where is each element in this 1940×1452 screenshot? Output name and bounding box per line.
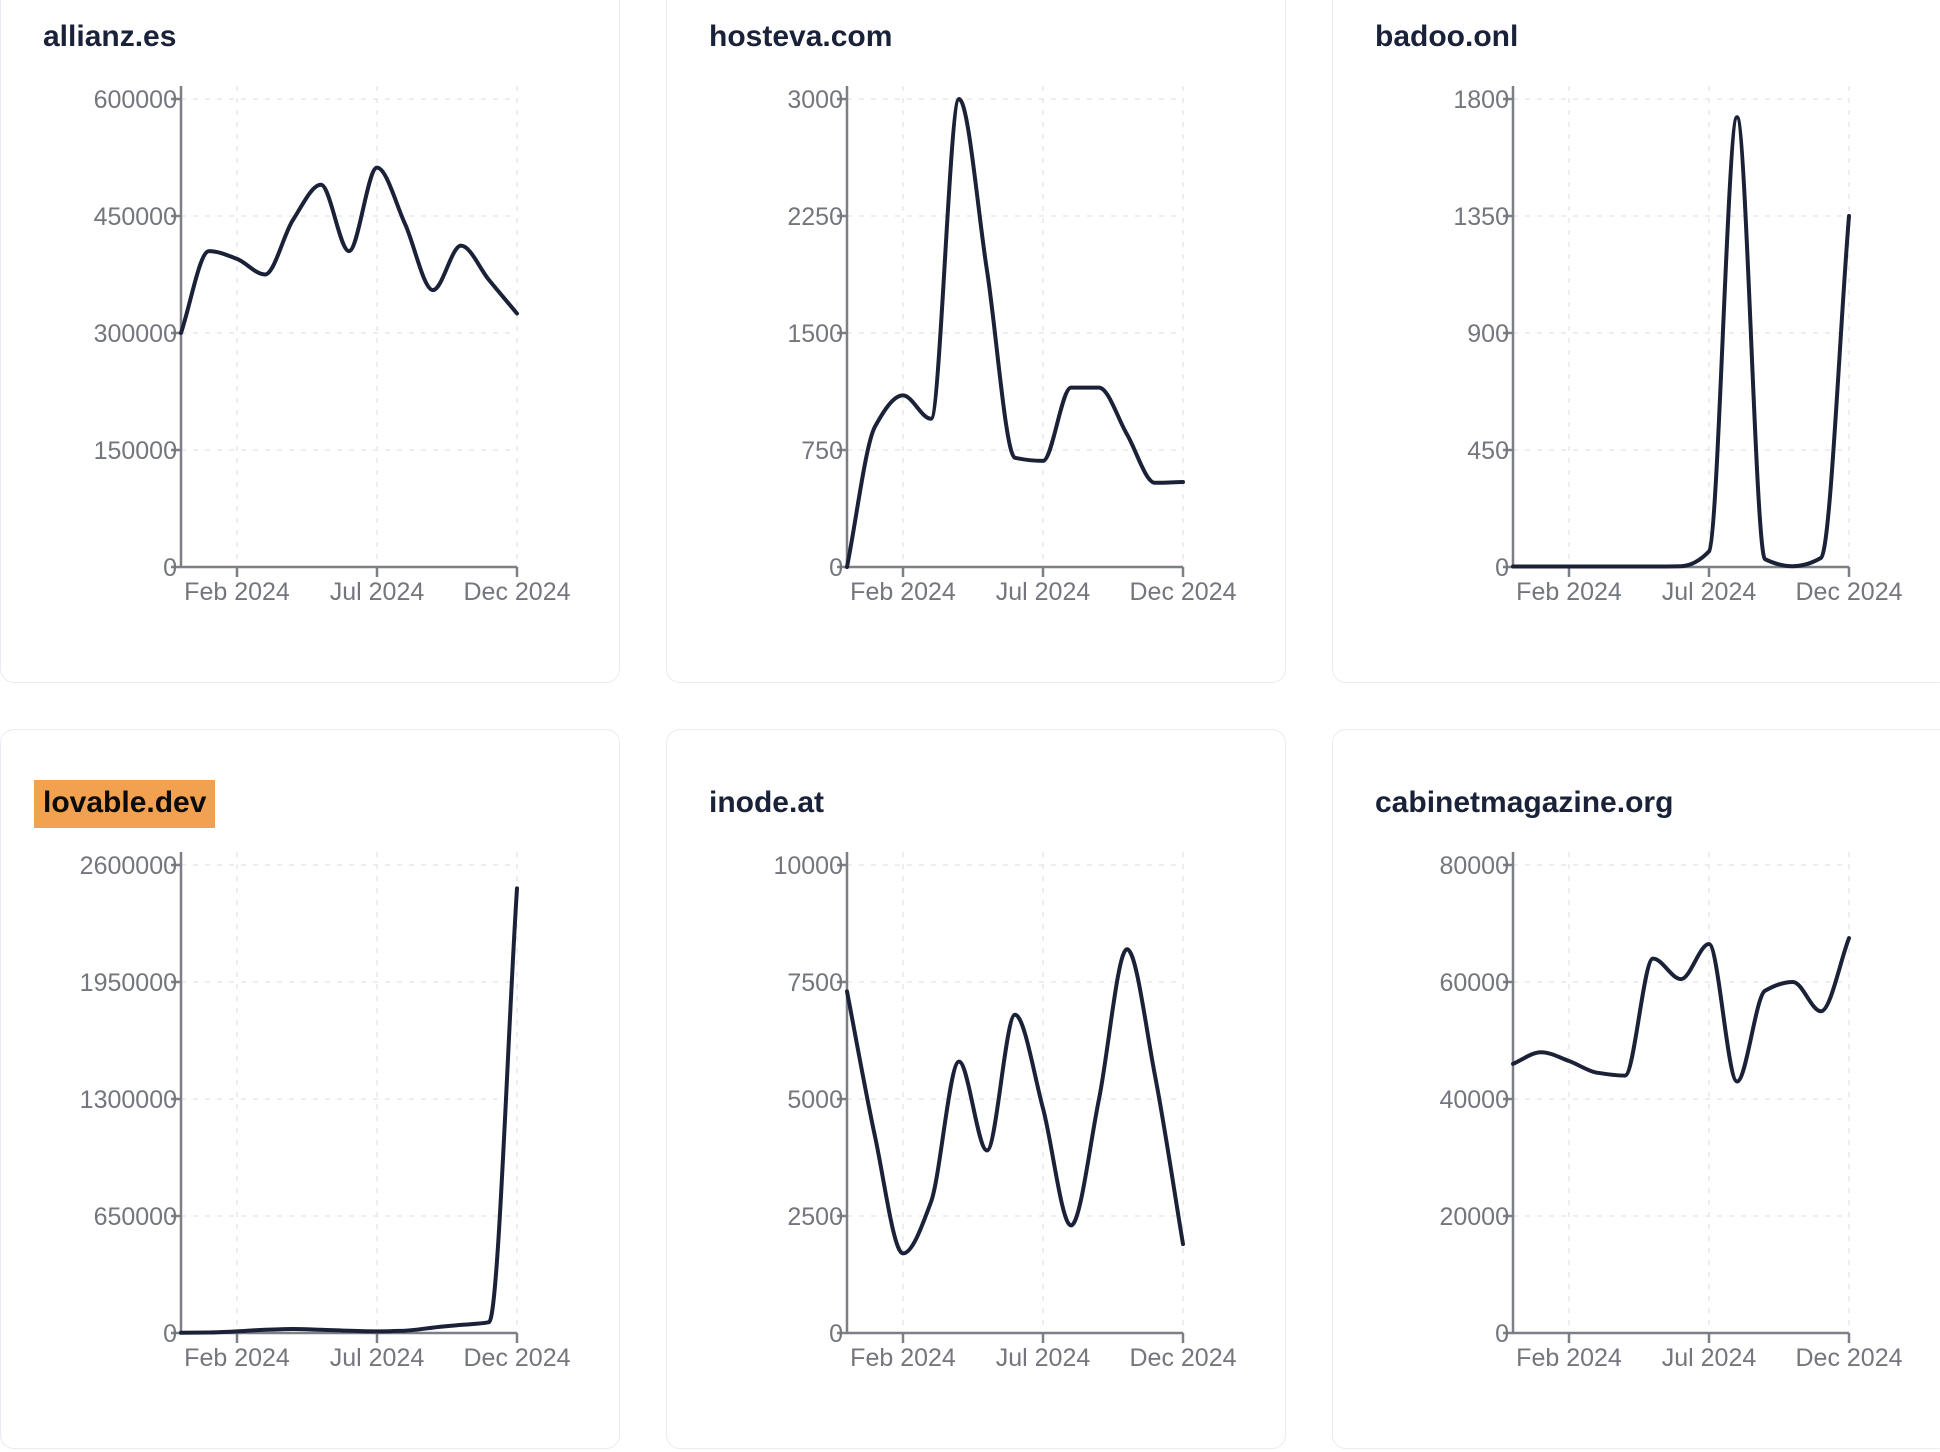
svg-text:Dec 2024: Dec 2024 xyxy=(1795,578,1902,606)
chart-card-hosteva-com[interactable]: hosteva.com 0 750 1500 2250 3000 Feb 2024 Jul … xyxy=(666,0,1286,683)
svg-text:10000: 10000 xyxy=(773,852,843,880)
chart-card-cabinetmagazine-org[interactable]: cabinetmagazine.org 0 20000 40000 60000 8000… xyxy=(1332,729,1940,1449)
chart-title: badoo.onl xyxy=(1375,20,1519,53)
svg-text:Jul 2024: Jul 2024 xyxy=(330,578,425,606)
line-chart-hosteva-com: 0 750 1500 2250 3000 Feb 2024 Jul 2024 Dec 2024 xyxy=(787,86,1237,606)
svg-text:Feb 2024: Feb 2024 xyxy=(850,578,956,606)
svg-text:150000: 150000 xyxy=(94,437,177,465)
svg-text:Jul 2024: Jul 2024 xyxy=(996,1344,1091,1372)
chart-title: hosteva.com xyxy=(709,20,893,53)
svg-text:0: 0 xyxy=(829,554,843,582)
svg-text:0: 0 xyxy=(1495,1320,1509,1348)
line-chart-inode-at: 0 2500 5000 7500 10000 Feb 2024 Jul 2024 Dec 20… xyxy=(773,852,1237,1372)
svg-text:450: 450 xyxy=(1467,437,1509,465)
svg-text:80000: 80000 xyxy=(1439,852,1509,880)
chart-card-lovable-dev[interactable]: lovable.dev 0 650000 1300000 1950000 2600000… xyxy=(0,729,620,1449)
svg-text:Jul 2024: Jul 2024 xyxy=(1662,1344,1757,1372)
svg-text:1350: 1350 xyxy=(1453,203,1509,231)
svg-text:Jul 2024: Jul 2024 xyxy=(330,1344,425,1372)
svg-text:0: 0 xyxy=(163,554,177,582)
svg-text:750: 750 xyxy=(801,437,843,465)
line-chart-cabinetmagazine-org: 0 20000 40000 60000 80000 Feb 2024 Jul 2024 Dec… xyxy=(1439,852,1903,1372)
chart-card-allianz-es[interactable]: allianz.es 0 150000 300000 450000 600000 Feb … xyxy=(0,0,620,683)
svg-text:Jul 2024: Jul 2024 xyxy=(996,578,1091,606)
svg-text:650000: 650000 xyxy=(94,1203,177,1231)
svg-text:1500: 1500 xyxy=(787,320,843,348)
svg-text:40000: 40000 xyxy=(1439,1086,1509,1114)
svg-text:0: 0 xyxy=(163,1320,177,1348)
chart-card-badoo-onl[interactable]: badoo.onl 0 450 900 1350 1800 Feb 2024 Jul 202… xyxy=(1332,0,1940,683)
svg-text:Dec 2024: Dec 2024 xyxy=(1795,1344,1902,1372)
svg-text:Dec 2024: Dec 2024 xyxy=(1129,1344,1236,1372)
line-chart-badoo-onl: 0 450 900 1350 1800 Feb 2024 Jul 2024 Dec 2024 xyxy=(1453,86,1903,606)
chart-card-inode-at[interactable]: inode.at 0 2500 5000 7500 10000 Feb 2024 Jul 2… xyxy=(666,729,1286,1449)
svg-text:Feb 2024: Feb 2024 xyxy=(1516,578,1622,606)
svg-text:Feb 2024: Feb 2024 xyxy=(850,1344,956,1372)
svg-text:300000: 300000 xyxy=(94,320,177,348)
svg-text:Dec 2024: Dec 2024 xyxy=(463,1344,570,1372)
svg-text:3000: 3000 xyxy=(787,86,843,114)
svg-text:2250: 2250 xyxy=(787,203,843,231)
svg-text:Jul 2024: Jul 2024 xyxy=(1662,578,1757,606)
chart-title: allianz.es xyxy=(43,20,177,53)
svg-text:600000: 600000 xyxy=(94,86,177,114)
svg-text:Dec 2024: Dec 2024 xyxy=(463,578,570,606)
svg-text:1300000: 1300000 xyxy=(80,1086,177,1114)
svg-text:450000: 450000 xyxy=(94,203,177,231)
svg-text:900: 900 xyxy=(1467,320,1509,348)
svg-text:5000: 5000 xyxy=(787,1086,843,1114)
svg-text:2500: 2500 xyxy=(787,1203,843,1231)
svg-text:2600000: 2600000 xyxy=(80,852,177,880)
svg-text:60000: 60000 xyxy=(1439,969,1509,997)
svg-text:1800: 1800 xyxy=(1453,86,1509,114)
svg-text:20000: 20000 xyxy=(1439,1203,1509,1231)
svg-text:7500: 7500 xyxy=(787,969,843,997)
chart-title: cabinetmagazine.org xyxy=(1375,786,1674,819)
chart-title: inode.at xyxy=(709,786,825,819)
line-chart-lovable-dev: 0 650000 1300000 1950000 2600000 Feb 2024 Jul … xyxy=(80,852,571,1372)
svg-text:1950000: 1950000 xyxy=(80,969,177,997)
svg-text:0: 0 xyxy=(829,1320,843,1348)
svg-text:Feb 2024: Feb 2024 xyxy=(184,1344,290,1372)
chart-title: lovable.dev xyxy=(34,780,216,828)
svg-text:Dec 2024: Dec 2024 xyxy=(1129,578,1236,606)
svg-text:Feb 2024: Feb 2024 xyxy=(1516,1344,1622,1372)
svg-text:0: 0 xyxy=(1495,554,1509,582)
svg-text:Feb 2024: Feb 2024 xyxy=(184,578,290,606)
line-chart-allianz-es: 0 150000 300000 450000 600000 Feb 2024 Jul 202… xyxy=(94,86,571,606)
